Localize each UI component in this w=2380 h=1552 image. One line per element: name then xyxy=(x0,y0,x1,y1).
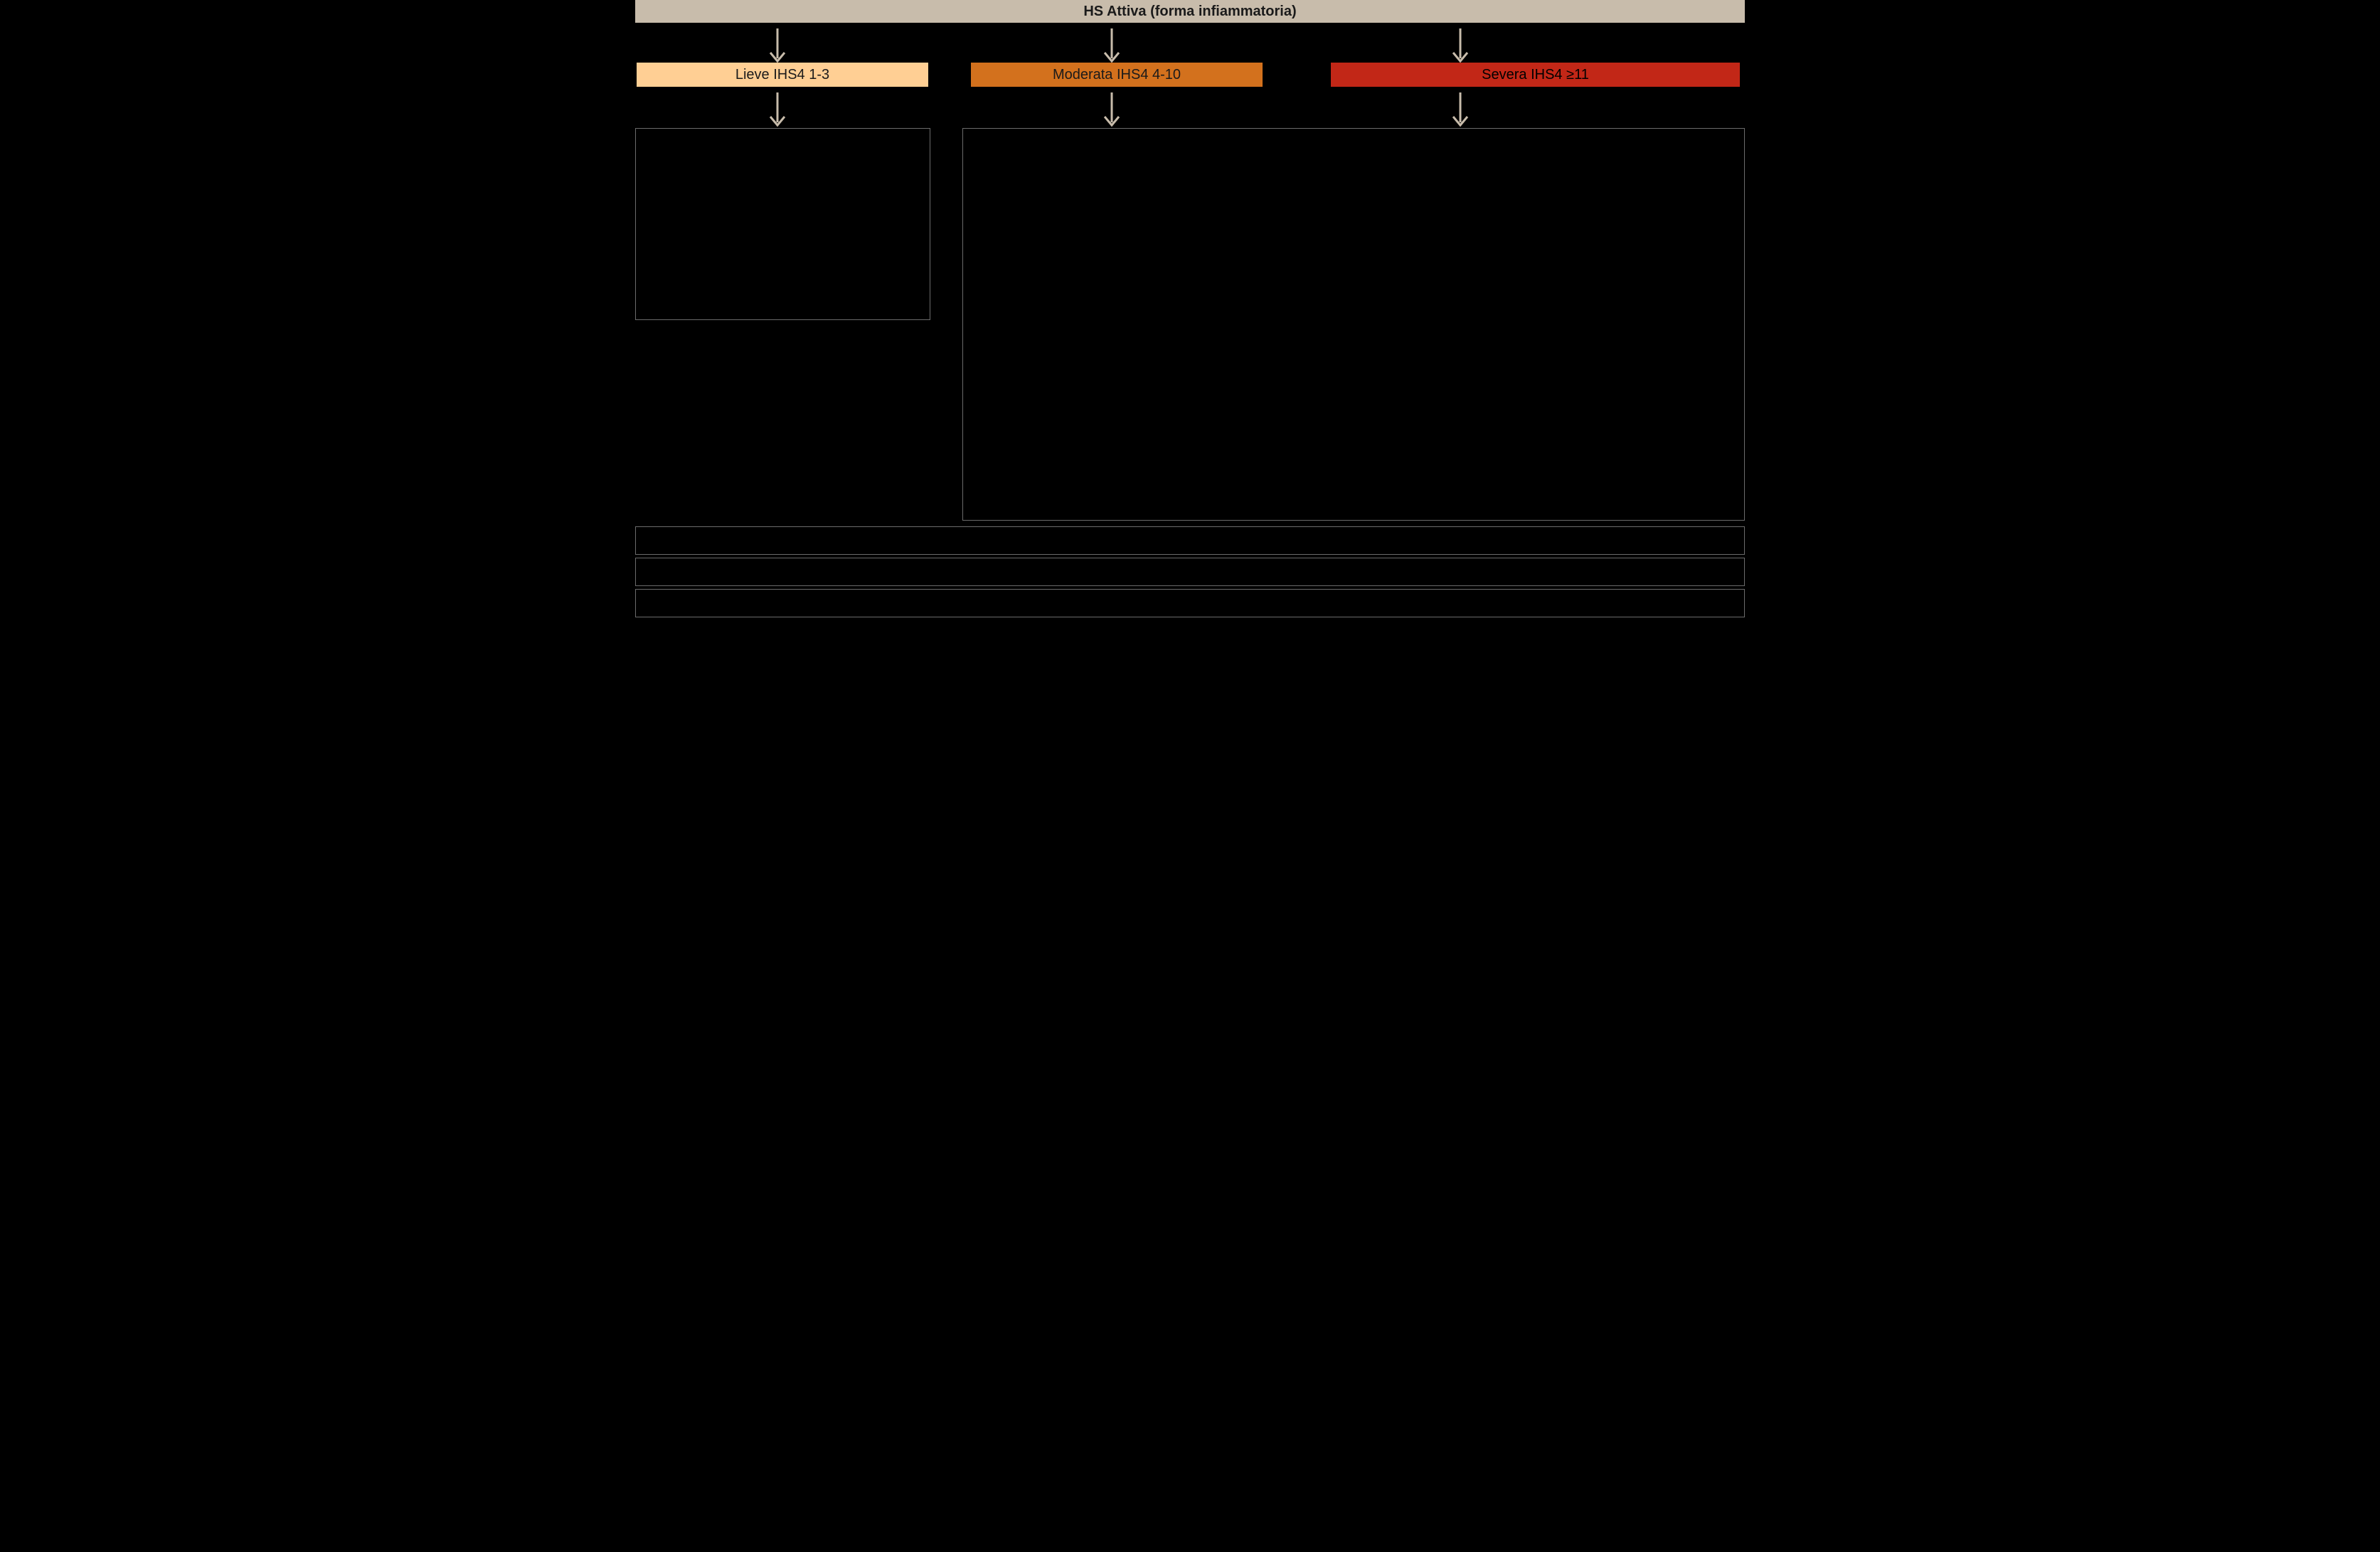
footer-bar-2 xyxy=(635,558,1745,586)
severity-mild: Lieve IHS4 1-3 xyxy=(637,63,928,87)
arrow-down-icon xyxy=(1450,27,1470,67)
flowchart-canvas: HS Attiva (forma infiammatoria) Lieve IH… xyxy=(635,0,1745,626)
arrow-down-icon xyxy=(1102,27,1122,67)
footer-bar-1 xyxy=(635,526,1745,555)
header-bar: HS Attiva (forma infiammatoria) xyxy=(635,0,1745,23)
footer-bar-3 xyxy=(635,589,1745,617)
arrow-down-icon xyxy=(767,91,787,131)
arrow-down-icon xyxy=(1450,91,1470,131)
header-title: HS Attiva (forma infiammatoria) xyxy=(1083,4,1296,20)
severity-severe: Severa IHS4 ≥11 xyxy=(1331,63,1740,87)
severity-label: Severa IHS4 ≥11 xyxy=(1482,67,1589,83)
severity-moderate: Moderata IHS4 4-10 xyxy=(971,63,1263,87)
severity-label: Lieve IHS4 1-3 xyxy=(735,67,829,83)
box-mod-sev xyxy=(962,128,1745,521)
severity-label: Moderata IHS4 4-10 xyxy=(1053,67,1181,83)
box-mild xyxy=(635,128,930,320)
arrow-down-icon xyxy=(1102,91,1122,131)
arrow-down-icon xyxy=(767,27,787,67)
